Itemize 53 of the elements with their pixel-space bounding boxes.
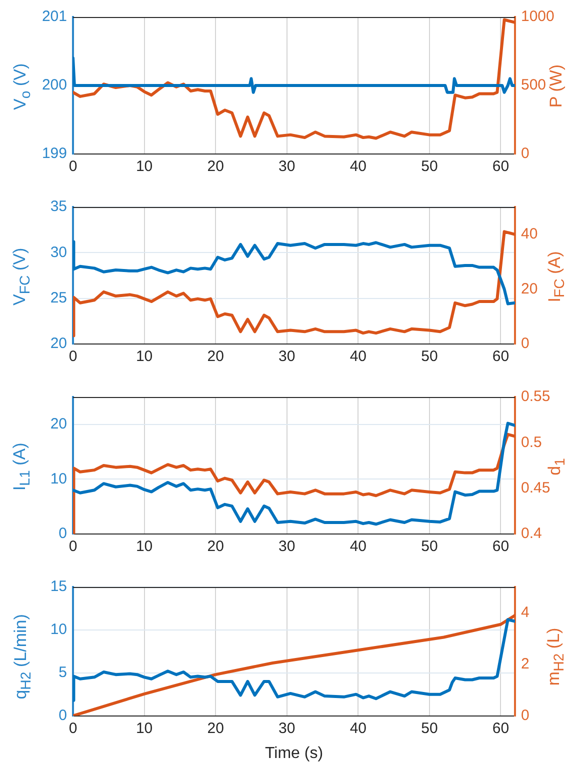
y-tick-label: 35: [50, 198, 67, 216]
x-tick-label: 10: [136, 720, 153, 737]
y2-tick-label: 500: [521, 76, 546, 94]
x-tick-label: 30: [278, 348, 296, 366]
y-tick-label: 199: [42, 145, 67, 162]
y-tick-label: 5: [58, 664, 67, 682]
y-tick-label: 20: [50, 416, 67, 433]
x-tick-label: 20: [207, 158, 224, 176]
x-tick-label: 60: [492, 720, 510, 737]
x-tick-label: 60: [492, 348, 510, 366]
y2-tick-label: 0.5: [521, 434, 542, 451]
x-tick-label: 10: [136, 158, 153, 176]
x-tick-label: 10: [136, 348, 153, 366]
y-tick-label: 10: [50, 621, 67, 638]
y-tick-label: 0: [58, 706, 67, 724]
x-tick-label: 40: [350, 720, 367, 737]
y2-tick-label: 0.4: [521, 525, 542, 542]
x-tick-label: 30: [278, 720, 296, 737]
y2-tick-label: 2: [521, 655, 530, 672]
y2-tick-label: 40: [521, 226, 538, 243]
y-tick-label: 30: [50, 244, 67, 261]
x-tick-label: 40: [350, 158, 367, 176]
y-tick-label: 20: [50, 335, 67, 352]
y2-tick-label: 4: [521, 604, 530, 621]
y-tick-label: 201: [42, 8, 67, 26]
y-tick-label: 15: [50, 578, 67, 596]
y2-tick-label: 0.55: [521, 388, 550, 406]
x-tick-label: 50: [421, 538, 438, 556]
y-tick-label: 10: [50, 470, 67, 488]
x-tick-label: 50: [421, 348, 438, 366]
x-axis-title: Time (s): [264, 744, 324, 762]
y2-tick-label: 0: [521, 706, 530, 724]
x-tick-label: 40: [350, 348, 367, 366]
x-tick-label: 20: [207, 348, 224, 366]
x-tick-label: 40: [350, 538, 367, 556]
x-tick-label: 50: [421, 158, 438, 176]
y2-tick-label: 20: [521, 280, 538, 298]
y-tick-label: 0: [58, 525, 67, 542]
x-tick-label: 50: [421, 720, 438, 737]
y-tick-label: 200: [42, 76, 67, 94]
x-tick-label: 30: [278, 158, 296, 176]
y2-tick-label: 0: [521, 335, 530, 352]
x-tick-label: 20: [207, 538, 224, 556]
x-tick-label: 20: [207, 720, 224, 737]
x-tick-label: 60: [492, 538, 510, 556]
x-tick-label: 60: [492, 158, 510, 176]
y-tick-label: 25: [50, 289, 67, 306]
y2-tick-label: 1000: [521, 8, 554, 26]
x-tick-label: 10: [136, 538, 153, 556]
y2-tick-label: 0.45: [521, 479, 550, 496]
x-tick-label: 30: [278, 538, 296, 556]
y2-tick-label: 0: [521, 145, 530, 162]
y2-axis-title: P (W): [546, 64, 566, 108]
